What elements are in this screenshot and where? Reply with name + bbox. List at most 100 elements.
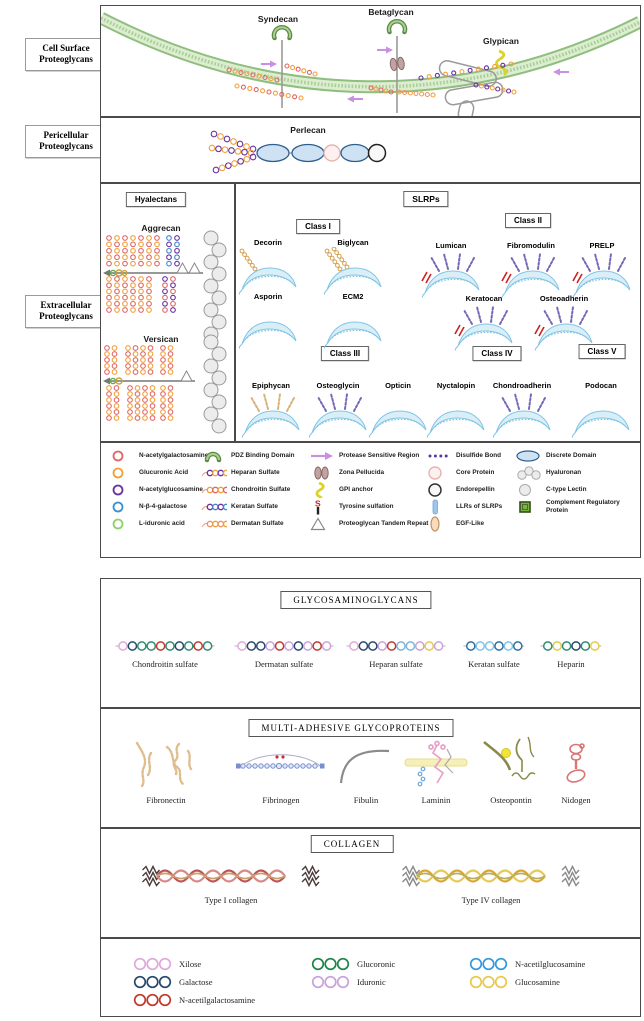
tandem-repeat-icon xyxy=(188,261,201,274)
mag-laminin: Laminin xyxy=(401,739,471,805)
domain-icon xyxy=(516,448,542,464)
divider xyxy=(101,707,640,709)
slrp-label: Osteoadherin xyxy=(539,294,589,303)
slrp-label: Nyctalopin xyxy=(436,381,476,390)
tyrosine-icon: S xyxy=(309,499,335,515)
divider xyxy=(101,182,640,184)
collagen-rope xyxy=(142,864,320,888)
legend-label: Endorepellin xyxy=(456,486,495,493)
legend-item: N-acetylgalactosamine xyxy=(109,447,208,464)
sugar-triple-circle-icon xyxy=(311,975,351,989)
sugar-triple-circle-icon xyxy=(133,957,173,971)
legend-label: N-acetylgalactosamine xyxy=(139,452,209,459)
hyaluronan-chain xyxy=(203,230,227,342)
legend-item: Xilose xyxy=(133,955,255,973)
gag-chain xyxy=(115,641,215,651)
slrp-crescent xyxy=(241,393,300,438)
cell-membrane-diagram xyxy=(101,12,640,116)
legend-label: C-type Lectin xyxy=(546,485,587,493)
gag-label: Keratan sulfate xyxy=(468,659,520,669)
slrp-label: Keratocan xyxy=(465,294,503,303)
protease-arrow-icon xyxy=(347,95,363,103)
hyalectans-title: Hyalectans xyxy=(125,192,187,207)
slrp-item: Keratocan xyxy=(454,294,514,351)
gag-chain xyxy=(463,641,525,651)
legend-item: Disulfide Bond xyxy=(426,447,502,464)
legend-item: N-β-4-galactose xyxy=(109,498,208,515)
gag-chain xyxy=(346,641,446,651)
sugar-circle-icon xyxy=(109,465,135,481)
mag-label: Fibulin xyxy=(353,795,379,805)
mag-label: Laminin xyxy=(421,795,451,805)
circle-black-icon xyxy=(426,482,452,498)
dots-icon xyxy=(426,448,452,464)
gag-chain xyxy=(234,641,334,651)
gag-label: Dermatan sulfate xyxy=(254,659,314,669)
slrp-crescent xyxy=(323,321,382,349)
lectin-icon xyxy=(516,482,542,498)
gag-chain xyxy=(284,63,318,77)
fibulin-drawing xyxy=(339,749,390,784)
collagen-label: Type IV collagen xyxy=(461,895,521,905)
legend-item: Hyaluronan xyxy=(516,464,626,481)
label-glypican: Glypican xyxy=(483,36,519,46)
legend-item: LLRs of SLRPs xyxy=(426,498,502,515)
legend-item: Discrete Domain xyxy=(516,447,626,464)
tandem-repeat-icon xyxy=(176,261,189,274)
collagen-section-title: COLLAGEN xyxy=(310,835,394,853)
legend-label: Tyrosine sulfation xyxy=(339,503,394,510)
legend-label: Glucosamine xyxy=(515,977,560,987)
legend-item: Core Protein xyxy=(426,464,502,481)
slrp-label: Asporin xyxy=(253,292,283,301)
slrp-crescent xyxy=(571,410,630,438)
legend-label: Glucoronic xyxy=(357,959,396,969)
collagen-label: Type I collagen xyxy=(204,895,258,905)
slrp-item: Chondroadherin xyxy=(492,381,552,438)
sugar-triple-circle-icon xyxy=(133,993,173,1007)
protease-arrow-icon xyxy=(553,68,569,76)
square-icon xyxy=(516,499,542,515)
legend-label: Xilose xyxy=(179,959,202,969)
ks-chain-grid xyxy=(166,235,180,267)
chain-icon xyxy=(201,516,227,532)
slrp-item: Biglycan xyxy=(323,238,383,295)
legend-label: Glucuronic Acid xyxy=(139,469,189,476)
slrp-crescent xyxy=(308,393,367,438)
gag-chain xyxy=(208,144,255,157)
row-label-cell-surface: Cell Surface Proteoglycans xyxy=(25,38,107,71)
legend-item: N-acetylglucosamine xyxy=(109,481,208,498)
slrp-item: PRELP xyxy=(572,241,632,298)
legend-column-misc: Discrete Domain Hyaluronan C-type Lectin Co… xyxy=(516,447,626,515)
slrp-label: Osteoglycin xyxy=(316,381,360,390)
cs-chain-grid xyxy=(160,345,174,375)
slrp-item: Fibromodulin xyxy=(501,241,561,298)
endorepellin-icon xyxy=(367,143,387,163)
gag-chain xyxy=(210,130,257,153)
legend-label: Dermatan Sulfate xyxy=(231,520,284,527)
collagen-rope xyxy=(402,864,580,888)
legend-label: Chondroitin Sulfate xyxy=(231,486,291,493)
legend-item: C-type Lectin xyxy=(516,481,626,498)
slrp-crescent xyxy=(421,253,480,298)
legend-item: N-acetilgalactosamine xyxy=(133,991,255,1009)
legend-item: S Tyrosine sulfation xyxy=(309,498,428,515)
slrp-item: Asporin xyxy=(238,292,298,349)
legend-column-regions: Protease Sensitive Region Zona Pellucida G… xyxy=(309,447,428,532)
mag-nidogen: Nidogen xyxy=(551,739,601,805)
sugar-triple-circle-icon xyxy=(311,957,351,971)
class4-box: Class IV xyxy=(472,346,522,361)
legend-column-domains: Disulfide Bond Core Protein Endorepellin LL… xyxy=(426,447,502,532)
legend-label: Zona Pellucida xyxy=(339,469,385,476)
cs-chain-grid xyxy=(106,385,120,421)
gag-chain xyxy=(540,641,602,651)
gag-chain xyxy=(226,67,280,83)
gag-heparan: Heparan sulfate xyxy=(346,639,446,669)
legend-label: N-acetilgalactosamine xyxy=(179,995,255,1005)
legend-label: Heparan Sulfate xyxy=(231,469,280,476)
sugar-circle-icon xyxy=(109,448,135,464)
legend-item: Complement Regulatory Protein xyxy=(516,498,626,515)
figure1-panel: Syndecan Betaglycan Glypican Perlecan xyxy=(100,5,641,558)
legend-item: Zona Pellucida xyxy=(309,464,428,481)
gag-section-title: GLYCOSAMINOGLYCANS xyxy=(280,591,432,609)
legend-label: Galactose xyxy=(179,977,213,987)
